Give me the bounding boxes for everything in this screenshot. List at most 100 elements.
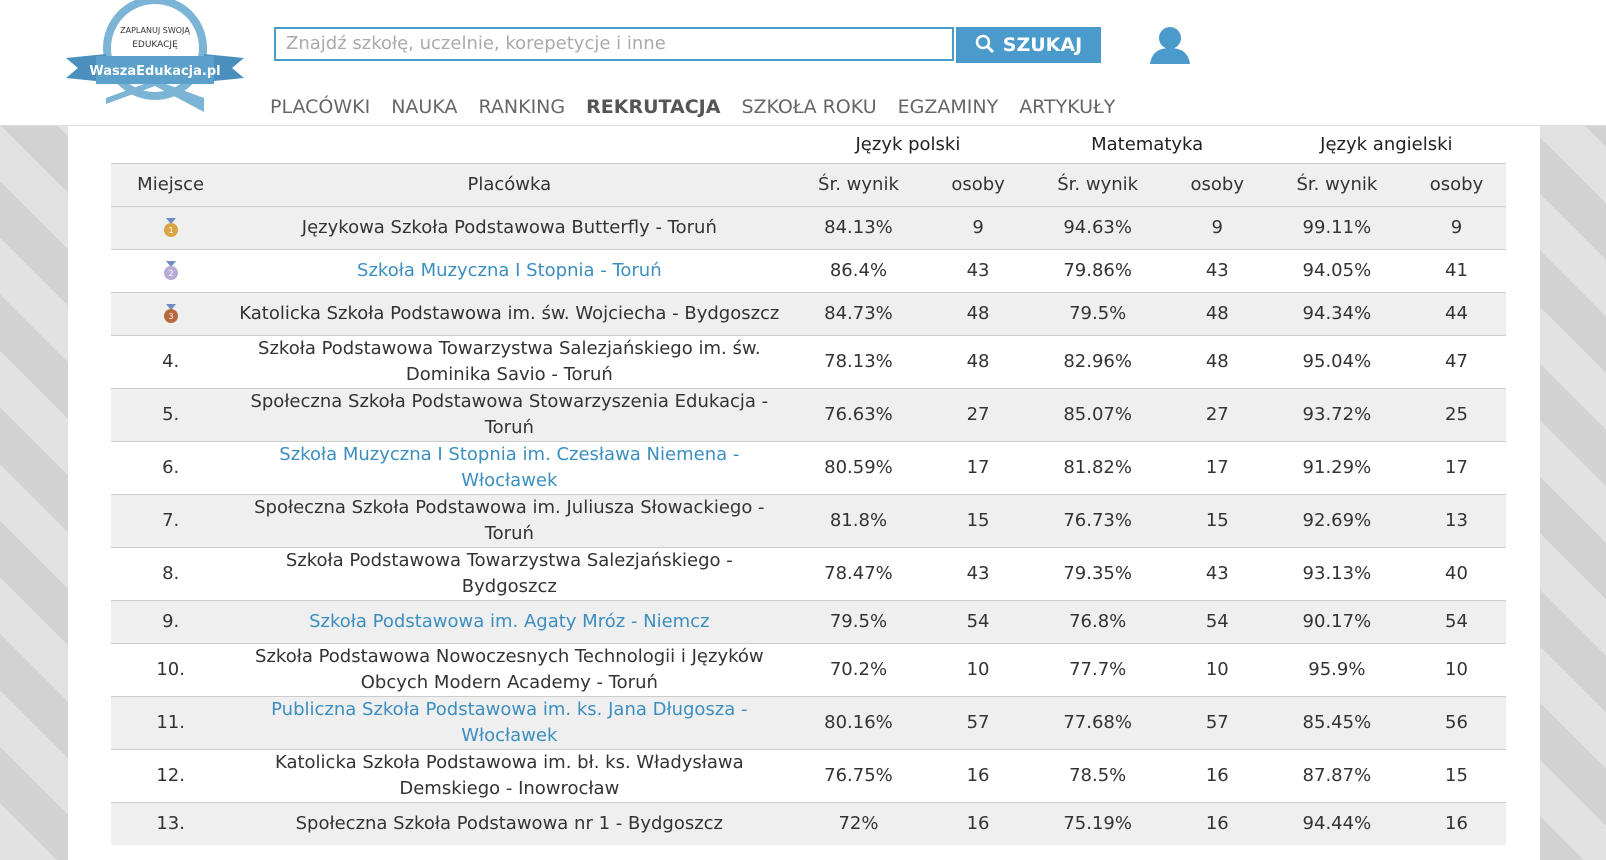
place-cell: 12. [111, 749, 231, 803]
column-header: osoby [1167, 163, 1267, 207]
logo-brand: WaszaEdukacja.pl [89, 64, 220, 79]
logo[interactable]: ZAPLANUJ SWOJĄ EDUKACJĘ WaszaEdukacja.pl [66, 0, 246, 118]
header: ZAPLANUJ SWOJĄ EDUKACJĘ WaszaEdukacja.pl… [0, 0, 1606, 126]
value-cell: 70.2% [788, 643, 929, 697]
nav: PLACÓWKI NAUKA RANKING REKRUTACJA SZKOŁA ROK… [270, 96, 1115, 118]
name-cell: Szkoła Podstawowa Towarzystwa Salezjańsk… [230, 335, 789, 389]
value-cell: 78.47% [788, 547, 929, 601]
value-cell: 57 [1167, 696, 1267, 750]
column-header: Miejsce [111, 163, 231, 207]
name-cell: Publiczna Szkoła Podstawowa im. ks. Jana… [230, 696, 789, 750]
table-row: 11. Publiczna Szkoła Podstawowa im. ks. J… [111, 696, 1506, 750]
table-row: 13. Społeczna Szkoła Podstawowa nr 1 - By… [111, 802, 1506, 845]
value-cell: 48 [928, 335, 1028, 389]
name-cell: Szkoła Muzyczna I Stopnia im. Czesława N… [230, 441, 789, 495]
school-name: Katolicka Szkoła Podstawowa im. bł. ks. … [274, 752, 744, 799]
place-cell: 4. [111, 335, 231, 389]
ranking-table: Język polski Matematyka Język angielski Mie… [111, 126, 1506, 845]
place-cell: 10. [111, 643, 231, 697]
school-link[interactable]: Publiczna Szkoła Podstawowa im. ks. Jana… [271, 699, 748, 746]
value-cell: 76.63% [788, 388, 929, 442]
column-header: Śr. wynik [1027, 163, 1168, 207]
name-cell: Społeczna Szkoła Podstawowa im. Juliusza… [230, 494, 789, 548]
school-link[interactable]: Szkoła Podstawowa im. Agaty Mróz - Niemc… [309, 611, 710, 632]
column-header: osoby [928, 163, 1028, 207]
value-cell: 77.68% [1027, 696, 1168, 750]
name-cell: Szkoła Podstawowa Nowoczesnych Technolog… [230, 643, 789, 697]
value-cell: 54 [928, 600, 1028, 644]
search-button[interactable]: SZUKAJ [956, 27, 1101, 63]
value-cell: 9 [1167, 206, 1267, 250]
user-icon[interactable] [1148, 24, 1192, 66]
value-cell: 75.19% [1027, 802, 1168, 845]
table-row: 9. Szkoła Podstawowa im. Agaty Mróz - Nie… [111, 600, 1506, 644]
column-header-row: Miejsce Placówka Śr. wynik osoby Śr. wynik os… [111, 163, 1506, 207]
nav-item[interactable]: SZKOŁA ROKU [741, 96, 877, 118]
place-cell: 7. [111, 494, 231, 548]
search-input[interactable]: Znajdź szkołę, uczelnie, korepetycje i i… [274, 27, 954, 61]
value-cell: 13 [1407, 494, 1506, 548]
value-cell: 90.17% [1266, 600, 1407, 644]
place-cell: 6. [111, 441, 231, 495]
value-cell: 17 [1167, 441, 1267, 495]
value-cell: 77.7% [1027, 643, 1168, 697]
nav-item[interactable]: RANKING [478, 96, 566, 118]
value-cell: 84.73% [788, 292, 929, 336]
value-cell: 48 [1167, 335, 1267, 389]
value-cell: 92.69% [1266, 494, 1407, 548]
table-row: 8. Szkoła Podstawowa Towarzystwa Salezjań… [111, 547, 1506, 601]
table-row: 3 Katolicka Szkoła Podstawowa im. św. Woj… [111, 292, 1506, 336]
value-cell: 84.13% [788, 206, 929, 250]
value-cell: 79.5% [788, 600, 929, 644]
value-cell: 85.45% [1266, 696, 1407, 750]
school-name: Szkoła Podstawowa Nowoczesnych Technolog… [255, 646, 764, 693]
place-cell: 2 [111, 249, 231, 293]
value-cell: 10 [1407, 643, 1506, 697]
name-cell: Społeczna Szkoła Podstawowa nr 1 - Bydgo… [230, 802, 789, 845]
nav-item[interactable]: REKRUTACJA [586, 96, 721, 118]
value-cell: 93.72% [1266, 388, 1407, 442]
school-name: Szkoła Podstawowa Towarzystwa Salezjańsk… [285, 550, 733, 597]
place-cell: 11. [111, 696, 231, 750]
value-cell: 86.4% [788, 249, 929, 293]
value-cell: 47 [1407, 335, 1506, 389]
value-cell: 76.75% [788, 749, 929, 803]
column-header: Śr. wynik [1266, 163, 1407, 207]
group-header: Język polski [855, 133, 961, 155]
value-cell: 15 [1167, 494, 1267, 548]
nav-item[interactable]: PLACÓWKI [270, 96, 371, 118]
placeholder: Znajdź szkołę, uczelnie, korepetycje i i… [286, 33, 666, 54]
nav-item[interactable]: NAUKA [391, 96, 458, 118]
logo-line: EDUKACJĘ [132, 40, 178, 50]
nav-item[interactable]: ARTYKUŁY [1019, 96, 1116, 118]
school-name: Językowa Szkoła Podstawowa Butterfly - T… [301, 217, 717, 238]
value-cell: 78.5% [1027, 749, 1168, 803]
school-name: Szkoła Podstawowa Towarzystwa Salezjańsk… [258, 338, 761, 385]
value-cell: 16 [928, 749, 1028, 803]
table-row: 10. Szkoła Podstawowa Nowoczesnych Techno… [111, 643, 1506, 697]
value-cell: 56 [1407, 696, 1506, 750]
medal: 1 [163, 218, 178, 237]
column-header: Placówka [230, 163, 789, 207]
school-name: Katolicka Szkoła Podstawowa im. św. Wojc… [239, 303, 780, 324]
school-name: Społeczna Szkoła Podstawowa nr 1 - Bydgo… [295, 813, 724, 834]
place: 2 [168, 269, 173, 278]
name-cell: Katolicka Szkoła Podstawowa im. św. Wojc… [230, 292, 789, 336]
value-cell: 43 [928, 249, 1028, 293]
place-cell: 8. [111, 547, 231, 601]
place: 1 [168, 226, 173, 235]
value-cell: 27 [928, 388, 1028, 442]
column-header: osoby [1407, 163, 1506, 207]
place-cell: 13. [111, 802, 231, 845]
name-cell: Szkoła Podstawowa im. Agaty Mróz - Niemc… [230, 600, 789, 644]
school-link[interactable]: Szkoła Muzyczna I Stopnia - Toruń [357, 260, 662, 281]
value-cell: 43 [928, 547, 1028, 601]
value-cell: 94.44% [1266, 802, 1407, 845]
value-cell: 85.07% [1027, 388, 1168, 442]
nav-item[interactable]: EGZAMINY [897, 96, 999, 118]
medal: 3 [163, 304, 178, 323]
table-row: 4. Szkoła Podstawowa Towarzystwa Salezjań… [111, 335, 1506, 389]
value-cell: 16 [1407, 802, 1506, 845]
school-link[interactable]: Szkoła Muzyczna I Stopnia im. Czesława N… [279, 444, 740, 491]
